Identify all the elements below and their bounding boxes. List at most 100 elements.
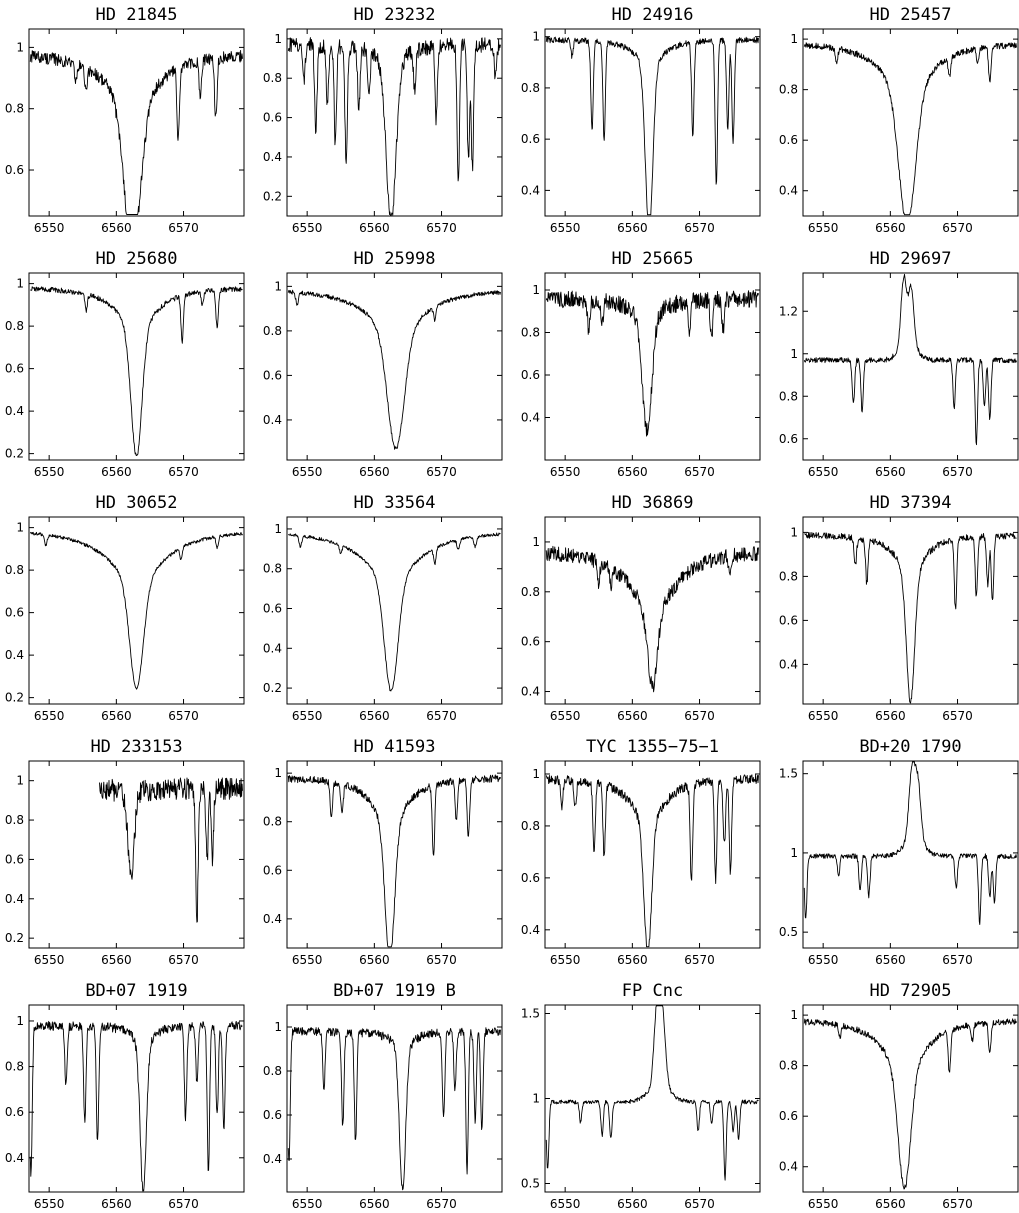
x-tick-label: 6560 xyxy=(101,709,132,723)
y-tick-label: 0.6 xyxy=(521,132,540,146)
x-tick-label: 6550 xyxy=(550,709,581,723)
panel-4: HD 25457 6550 6560 6570 0.4 0.6 0.8 1 xyxy=(779,5,1019,235)
x-tick-label: 6550 xyxy=(34,709,65,723)
y-tick-label: 0.8 xyxy=(5,563,24,577)
y-tick-label: 0.4 xyxy=(5,1151,24,1165)
y-tick-label: 1.5 xyxy=(521,1007,540,1021)
plot-frame xyxy=(802,1004,1019,1193)
y-tick-label: 1.5 xyxy=(779,767,798,781)
x-tick-label: 6560 xyxy=(359,709,390,723)
plot-frame xyxy=(286,760,503,949)
y-tick-label: 1 xyxy=(790,525,798,539)
y-tick-label: 0.5 xyxy=(779,925,798,939)
y-tick-label: 0.6 xyxy=(263,863,282,877)
x-tick-label: 6550 xyxy=(550,953,581,967)
y-tick-label: 1 xyxy=(274,766,282,780)
x-tick-label: 6550 xyxy=(808,465,839,479)
x-tick-label: 6560 xyxy=(359,1197,390,1211)
panel-11: HD 36869 6550 6560 6570 0.4 0.6 0.8 1 xyxy=(521,493,761,723)
y-tick-label: 0.6 xyxy=(263,111,282,125)
panel-20: HD 72905 6550 6560 6570 0.4 0.6 0.8 1 xyxy=(779,981,1019,1211)
x-tick-label: 6570 xyxy=(684,1197,715,1211)
y-tick-label: 0.4 xyxy=(779,657,798,671)
y-tick-label: 0.8 xyxy=(779,1059,798,1073)
panel-title: HD 21845 xyxy=(96,5,178,25)
y-tick-label: 1 xyxy=(274,1020,282,1034)
x-tick-label: 6570 xyxy=(168,465,199,479)
y-tick-label: 0.6 xyxy=(263,602,282,616)
y-tick-label: 0.8 xyxy=(263,1064,282,1078)
y-tick-label: 0.6 xyxy=(521,368,540,382)
spectrum-line xyxy=(803,273,1017,446)
panel-2: HD 23232 6550 6560 6570 0.2 0.4 0.6 0.8 1 xyxy=(263,5,503,235)
y-tick-label: 0.8 xyxy=(5,813,24,827)
x-tick-label: 6550 xyxy=(808,1197,839,1211)
y-tick-label: 0.8 xyxy=(521,326,540,340)
x-tick-label: 6550 xyxy=(550,221,581,235)
spectrum-line xyxy=(545,290,759,437)
x-tick-label: 6560 xyxy=(875,709,906,723)
x-tick-label: 6560 xyxy=(359,465,390,479)
spectrum-line xyxy=(804,531,1017,704)
plot-frame xyxy=(544,760,761,949)
y-tick-label: 1 xyxy=(274,522,282,536)
x-tick-label: 6560 xyxy=(617,709,648,723)
spectrum-line xyxy=(29,49,243,215)
x-tick-label: 6560 xyxy=(875,221,906,235)
panel-6: HD 25998 6550 6560 6570 0.4 0.6 0.8 1 xyxy=(263,249,503,479)
y-tick-label: 0.2 xyxy=(5,691,24,705)
y-tick-label: 0.5 xyxy=(521,1177,540,1191)
y-tick-label: 0.6 xyxy=(5,362,24,376)
y-tick-label: 0.8 xyxy=(5,102,24,116)
spectrum-line xyxy=(287,289,501,450)
y-tick-label: 0.6 xyxy=(779,133,798,147)
plot-frame xyxy=(286,28,503,217)
y-tick-label: 0.4 xyxy=(521,923,540,937)
x-tick-label: 6570 xyxy=(168,709,199,723)
panel-8: HD 29697 6550 6560 6570 0.6 0.8 1 1.2 xyxy=(779,249,1019,479)
panel-10: HD 33564 6550 6560 6570 0.2 0.4 0.6 0.8 1 xyxy=(263,493,503,723)
y-tick-label: 0.8 xyxy=(5,1060,24,1074)
spectrum-line xyxy=(287,1026,501,1191)
y-tick-label: 1 xyxy=(790,32,798,46)
panel-title: HD 36869 xyxy=(612,493,694,513)
x-tick-label: 6570 xyxy=(684,953,715,967)
x-tick-label: 6560 xyxy=(101,953,132,967)
x-tick-label: 6560 xyxy=(359,953,390,967)
y-tick-label: 0.8 xyxy=(521,819,540,833)
y-tick-label: 1 xyxy=(16,774,24,788)
x-tick-label: 6570 xyxy=(942,953,973,967)
spectrum-line xyxy=(803,761,1017,925)
panel-title: HD 41593 xyxy=(354,737,436,757)
x-tick-label: 6570 xyxy=(426,465,457,479)
y-tick-label: 0.6 xyxy=(521,871,540,885)
panel-19: FP Cnc 6550 6560 6570 0.5 1 1.5 xyxy=(521,981,761,1211)
plot-frame xyxy=(544,28,761,217)
panel-title: HD 29697 xyxy=(870,249,952,269)
x-tick-label: 6550 xyxy=(550,1197,581,1211)
y-tick-label: 1 xyxy=(274,32,282,46)
y-tick-label: 0.4 xyxy=(263,912,282,926)
x-tick-label: 6550 xyxy=(34,1197,65,1211)
panel-title: HD 72905 xyxy=(870,981,952,1001)
x-tick-label: 6550 xyxy=(550,465,581,479)
y-tick-label: 0.4 xyxy=(5,892,24,906)
y-tick-label: 1 xyxy=(532,767,540,781)
plot-frame xyxy=(28,28,245,217)
spectrum-line xyxy=(99,777,243,923)
spectrum-line xyxy=(29,531,243,690)
x-tick-label: 6550 xyxy=(34,953,65,967)
y-tick-label: 1 xyxy=(16,40,24,54)
spectrum-line xyxy=(803,1018,1017,1190)
plot-frame xyxy=(802,272,1019,461)
y-tick-label: 0.8 xyxy=(521,585,540,599)
x-tick-label: 6550 xyxy=(808,709,839,723)
x-tick-label: 6570 xyxy=(684,465,715,479)
y-tick-label: 0.8 xyxy=(521,81,540,95)
y-tick-label: 0.6 xyxy=(263,368,282,382)
x-tick-label: 6570 xyxy=(426,221,457,235)
x-tick-label: 6560 xyxy=(617,221,648,235)
plot-frame xyxy=(28,760,245,949)
x-tick-label: 6550 xyxy=(34,221,65,235)
y-tick-label: 0.4 xyxy=(5,404,24,418)
